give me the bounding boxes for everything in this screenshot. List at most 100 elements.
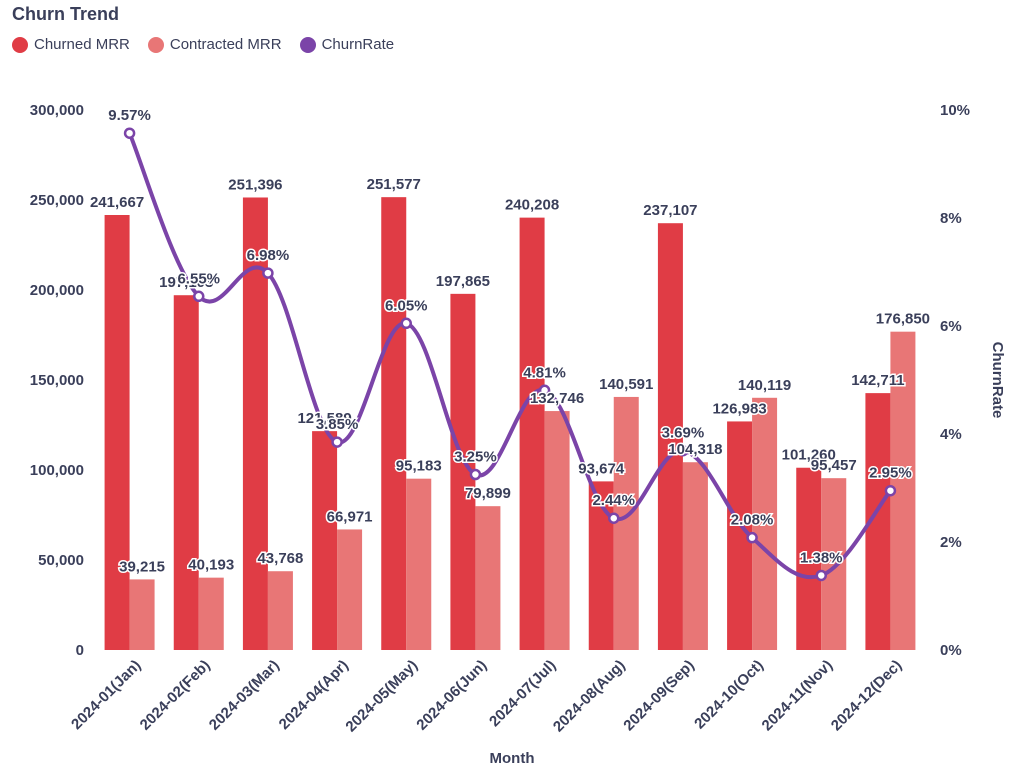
data-label-contracted-mrr: 104,318	[668, 441, 722, 458]
y-tick-label: 200,000	[30, 282, 84, 299]
data-label-churnrate: 2.44%	[592, 492, 635, 509]
data-label-contracted-mrr: 140,591	[599, 376, 653, 393]
churnrate-line-group	[123, 127, 897, 582]
legend-item-contracted-mrr[interactable]: Contracted MRR	[147, 36, 282, 53]
legend-label-contracted-mrr: Contracted MRR	[169, 36, 282, 53]
churnrate-point[interactable]	[331, 436, 343, 448]
bar-group	[104, 197, 916, 651]
data-label-churned-mrr: 142,711	[851, 372, 904, 389]
data-label-churned-mrr: 251,577	[367, 176, 421, 193]
bar-churned-mrr[interactable]	[381, 197, 407, 650]
x-tick-label: 2024-02(Feb)	[137, 657, 214, 734]
y-axis-right: 0% 2% 4% 6% 8% 10%	[940, 102, 970, 659]
churnrate-point[interactable]	[262, 267, 274, 279]
churnrate-point[interactable]	[193, 290, 205, 303]
churnrate-point[interactable]	[815, 569, 827, 582]
churnrate-point[interactable]	[677, 444, 689, 457]
legend-swatch-churnrate	[299, 36, 316, 53]
rate-label-group: 9.57% 6.55% 6.98% 3.85% 6.05% 3.25% 4.81% 2.44%…	[107, 106, 913, 568]
data-label-churned-mrr: 241,667	[90, 194, 144, 211]
x-tick-label: 2024-10(Oct)	[691, 657, 767, 733]
data-label-churnrate: 3.69%	[662, 425, 705, 442]
data-label-contracted-mrr: 95,183	[396, 458, 442, 475]
legend-swatch-contracted-mrr	[147, 36, 164, 53]
data-label-contracted-mrr: 40,193	[188, 557, 234, 574]
x-tick-label: 2024-03(Mar)	[206, 657, 283, 734]
x-tick-label: 2024-12(Dec)	[828, 657, 905, 734]
bar-churned-mrr[interactable]	[242, 197, 268, 651]
data-label-contracted-mrr: 95,457	[811, 457, 857, 474]
legend-label-churned-mrr: Churned MRR	[34, 36, 130, 53]
legend: Churned MRR Contracted MRR ChurnRate	[12, 36, 394, 53]
bar-contracted-mrr[interactable]	[129, 579, 155, 650]
bar-contracted-mrr[interactable]	[682, 462, 708, 650]
data-label-churnrate: 9.57%	[108, 107, 151, 124]
bar-contracted-mrr[interactable]	[752, 397, 778, 650]
y-tick-label: 0	[76, 642, 84, 659]
data-label-churned-mrr: 251,396	[228, 176, 282, 193]
y2-tick-label: 0%	[940, 642, 962, 659]
y2-tick-label: 2%	[940, 534, 962, 551]
bar-churned-mrr[interactable]	[173, 295, 199, 650]
bar-label-group: 241,667 39,215 197,103 40,193 251,396 43,768 1…	[88, 175, 931, 577]
data-label-churned-mrr: 121,589	[297, 410, 351, 427]
bar-churned-mrr[interactable]	[312, 431, 338, 650]
legend-item-churned-mrr[interactable]: Churned MRR	[12, 36, 130, 53]
data-label-churned-mrr: 126,983	[712, 400, 766, 417]
y-axis-left: 0 50,000 100,000 150,000 200,000 250,000 300,0…	[30, 102, 84, 659]
bar-contracted-mrr[interactable]	[267, 571, 293, 650]
y2-tick-label: 8%	[940, 210, 962, 227]
x-tick-label: 2024-01(Jan)	[68, 657, 144, 733]
data-label-churned-mrr: 197,865	[436, 273, 490, 290]
bar-contracted-mrr[interactable]	[337, 529, 363, 650]
churnrate-point[interactable]	[884, 484, 897, 497]
data-label-contracted-mrr: 176,850	[876, 311, 930, 328]
legend-item-churnrate[interactable]: ChurnRate	[299, 36, 394, 53]
bar-contracted-mrr[interactable]	[821, 478, 847, 650]
churnrate-point[interactable]	[400, 317, 412, 330]
data-label-contracted-mrr: 39,215	[119, 558, 165, 575]
bar-churned-mrr[interactable]	[588, 481, 614, 650]
bar-contracted-mrr[interactable]	[475, 506, 501, 650]
legend-swatch-churned-mrr	[12, 36, 28, 53]
data-label-contracted-mrr: 66,971	[327, 508, 373, 525]
data-label-churnrate: 6.05%	[385, 297, 428, 314]
data-label-churned-mrr: 197,103	[159, 274, 213, 291]
bar-contracted-mrr[interactable]	[613, 396, 639, 650]
y2-axis-title: ChurnRate	[989, 342, 1006, 419]
bar-contracted-mrr[interactable]	[406, 478, 432, 650]
data-label-churned-mrr: 93,674	[578, 460, 625, 477]
data-label-churnrate: 3.25%	[454, 449, 497, 466]
data-label-contracted-mrr: 79,899	[465, 485, 511, 502]
y-tick-label: 250,000	[30, 192, 84, 209]
bar-churned-mrr[interactable]	[657, 223, 683, 650]
x-tick-label: 2024-08(Aug)	[550, 657, 629, 736]
data-label-churnrate: 2.08%	[731, 512, 774, 529]
churnrate-point[interactable]	[538, 384, 551, 397]
churnrate-point[interactable]	[123, 127, 136, 139]
churnrate-point[interactable]	[746, 531, 758, 544]
y2-tick-label: 6%	[940, 318, 962, 335]
chart-title: Churn Trend	[12, 4, 119, 24]
bar-churned-mrr[interactable]	[104, 214, 130, 651]
churnrate-point[interactable]	[469, 468, 482, 481]
data-label-churnrate: 1.38%	[800, 549, 843, 566]
x-tick-label: 2024-07(Jul)	[486, 657, 559, 730]
bar-contracted-mrr[interactable]	[544, 411, 570, 650]
bar-churned-mrr[interactable]	[519, 217, 545, 650]
data-label-churned-mrr: 237,107	[643, 202, 697, 219]
x-tick-label: 2024-11(Nov)	[759, 657, 836, 734]
y2-tick-label: 10%	[940, 102, 970, 119]
data-label-churnrate: 3.85%	[316, 416, 359, 433]
churnrate-point[interactable]	[608, 512, 620, 524]
y-tick-label: 100,000	[30, 462, 84, 479]
data-label-churned-mrr: 240,208	[505, 197, 559, 214]
x-axis-title: Month	[490, 750, 535, 767]
data-label-contracted-mrr: 132,746	[530, 390, 584, 407]
x-tick-label: 2024-04(Apr)	[276, 657, 352, 733]
bar-contracted-mrr[interactable]	[198, 577, 224, 650]
bar-churned-mrr[interactable]	[796, 467, 822, 650]
y-tick-label: 150,000	[30, 372, 84, 389]
y-tick-label: 50,000	[38, 552, 84, 569]
